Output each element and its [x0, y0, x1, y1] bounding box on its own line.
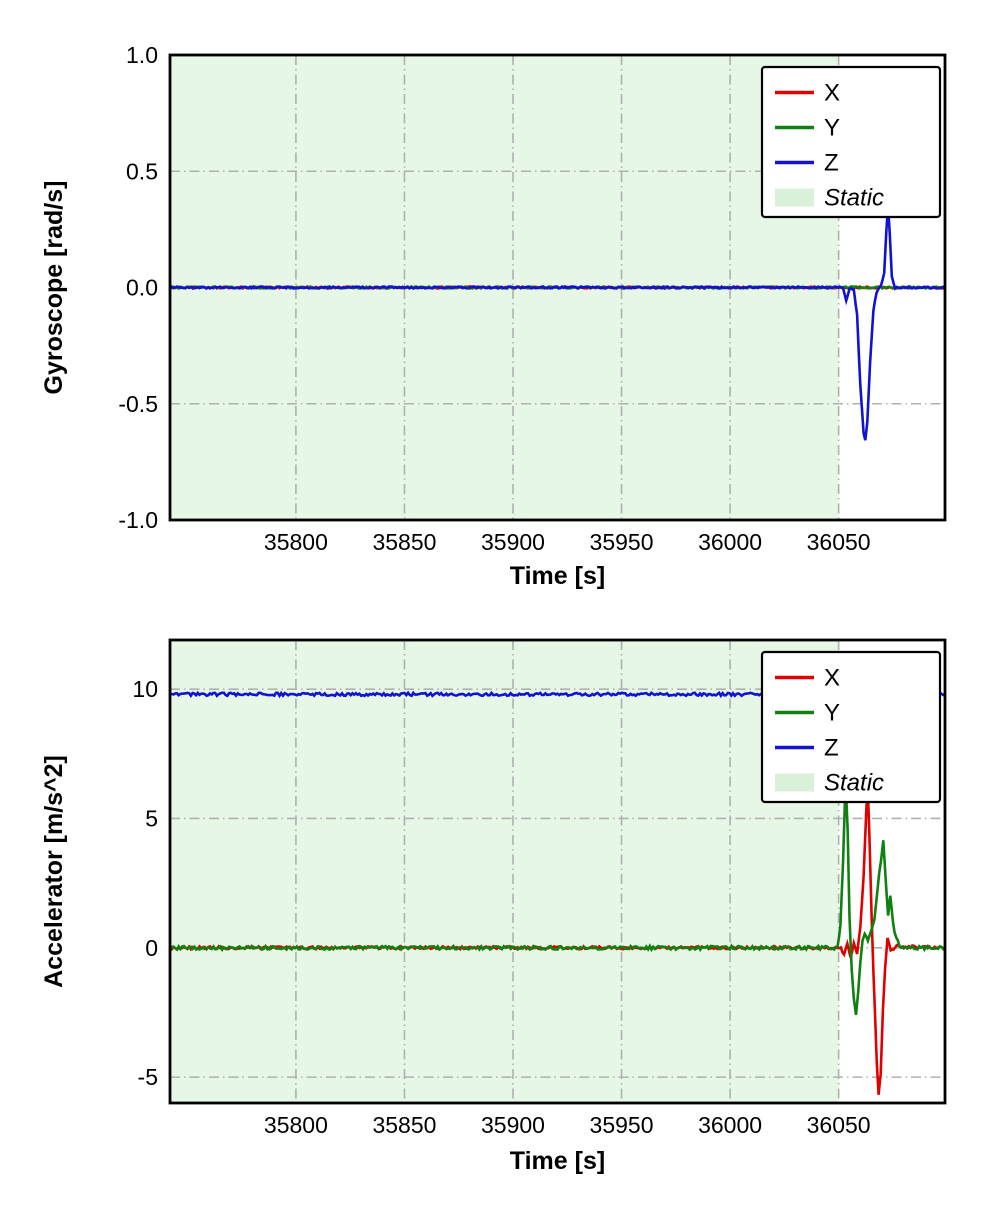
- legend-label-y: Y: [824, 115, 840, 142]
- legend-label-static: Static: [824, 185, 884, 212]
- y-tick-label: 0.5: [126, 158, 158, 184]
- legend-label-x: X: [824, 80, 840, 107]
- y-tick-label: -1.0: [118, 507, 158, 533]
- legend-label-z: Z: [824, 150, 839, 177]
- y-axis-label: Accelerator [m/s^2]: [40, 755, 68, 988]
- x-tick-label: 36050: [807, 1112, 871, 1138]
- y-tick-label: 0: [145, 935, 158, 961]
- legend-label-x: X: [824, 665, 840, 692]
- series-line-y: [170, 778, 945, 1016]
- y-tick-label: 5: [145, 805, 158, 831]
- plot-border: [168, 638, 947, 1105]
- legend-patch-static: [775, 773, 814, 792]
- y-tick-label: 10: [132, 676, 158, 702]
- x-tick-label: 35900: [481, 529, 545, 555]
- legend: XYZ Static: [760, 65, 942, 219]
- y-axis-label: Gyroscope [rad/s]: [40, 181, 68, 395]
- x-axis-label: Time [s]: [510, 1147, 605, 1175]
- plot-border: [168, 53, 947, 522]
- x-axis-label: Time [s]: [510, 562, 605, 590]
- y-tick-label: -0.5: [118, 391, 158, 417]
- static-region: [170, 640, 839, 1103]
- x-tick-label: 36050: [807, 529, 871, 555]
- legend-label-y: Y: [824, 700, 840, 727]
- y-tick-label: 1.0: [126, 42, 158, 68]
- series-line-z: [170, 205, 945, 441]
- legend-label-static: Static: [824, 770, 884, 797]
- x-tick-label: 36000: [698, 529, 762, 555]
- legend-label-z: Z: [824, 735, 839, 762]
- accelerator-chart: 35800 35850 35900 35950 36000 36050 -5 0 5 10 Time…: [40, 638, 947, 1175]
- x-tick-label: 35950: [590, 1112, 654, 1138]
- x-tick-label: 35900: [481, 1112, 545, 1138]
- x-tick-label: 35800: [264, 529, 328, 555]
- gyroscope-chart: 35800 35850 35900 35950 36000 36050 -1.0 -0.5 0.…: [40, 42, 947, 590]
- legend-box: [760, 650, 942, 804]
- legend: XYZ Static: [760, 650, 942, 804]
- y-tick-label: -5: [138, 1064, 158, 1090]
- x-tick-label: 36000: [698, 1112, 762, 1138]
- y-tick-label: 0.0: [126, 275, 158, 301]
- legend-box: [760, 65, 942, 219]
- x-tick-label: 35850: [372, 529, 436, 555]
- x-tick-label: 35850: [372, 1112, 436, 1138]
- x-tick-label: 35950: [590, 529, 654, 555]
- x-tick-label: 35800: [264, 1112, 328, 1138]
- legend-patch-static: [775, 188, 814, 207]
